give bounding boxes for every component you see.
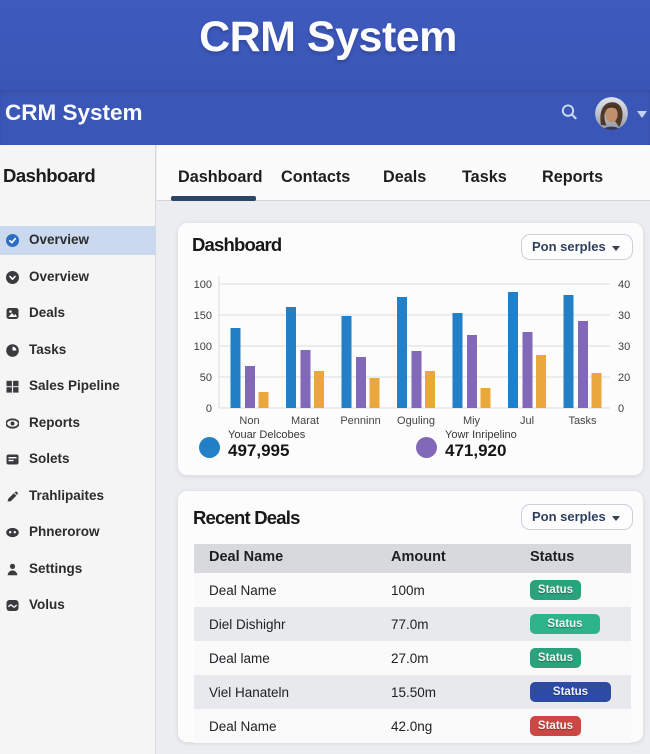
- svg-text:30: 30: [618, 341, 630, 353]
- svg-text:20: 20: [618, 372, 630, 384]
- svg-text:Penninn: Penninn: [340, 415, 380, 427]
- svg-text:50: 50: [200, 372, 212, 384]
- svg-text:Miy: Miy: [463, 415, 481, 427]
- svg-text:40: 40: [618, 279, 630, 291]
- svg-text:100: 100: [194, 341, 212, 353]
- svg-text:30: 30: [618, 310, 630, 322]
- svg-text:Jul: Jul: [520, 415, 534, 427]
- svg-text:Oguling: Oguling: [397, 415, 435, 427]
- svg-text:150: 150: [194, 310, 212, 322]
- svg-text:0: 0: [618, 403, 624, 415]
- svg-text:0: 0: [206, 403, 212, 415]
- svg-text:Non: Non: [239, 415, 259, 427]
- svg-text:Marat: Marat: [291, 415, 319, 427]
- svg-text:100: 100: [194, 279, 212, 291]
- svg-text:Tasks: Tasks: [568, 415, 597, 427]
